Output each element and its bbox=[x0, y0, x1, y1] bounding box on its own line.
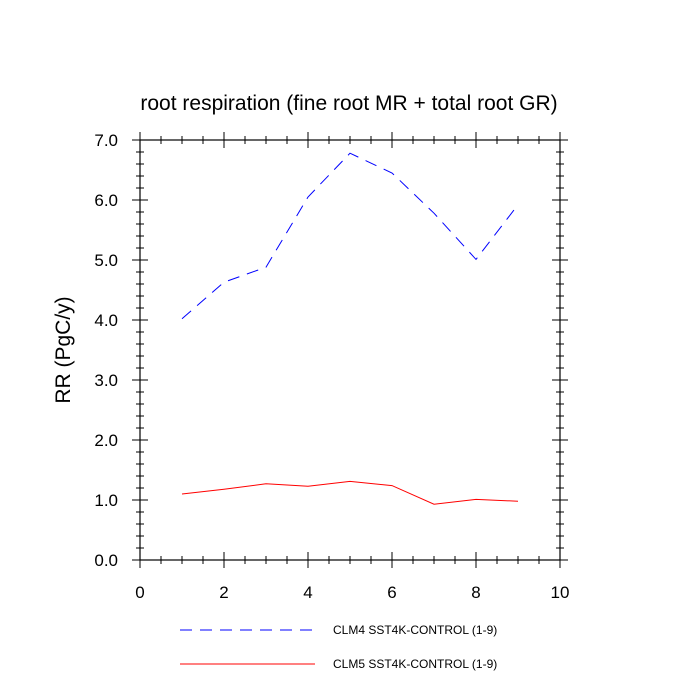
y-tick-label: 4.0 bbox=[94, 311, 118, 330]
y-tick-label: 7.0 bbox=[94, 131, 118, 150]
y-axis-label: RR (PgC/y) bbox=[52, 296, 75, 403]
series-line-1 bbox=[181, 152, 519, 320]
series-line-2 bbox=[181, 480, 519, 505]
x-tick-label: 8 bbox=[471, 583, 480, 602]
minor-ticks bbox=[136, 136, 564, 564]
tick-labels: 0 2 4 6 8 10 0.0 1.0 2.0 3.0 4.0 5.0 6.0 7.0 bbox=[94, 131, 569, 602]
y-tick-label: 5.0 bbox=[94, 251, 118, 270]
legend: CLM4 SST4K-CONTROL (1-9) CLM5 SST4K-CONTR… bbox=[180, 623, 497, 671]
legend-label-1: CLM4 SST4K-CONTROL (1-9) bbox=[333, 623, 497, 637]
y-tick-label: 3.0 bbox=[94, 371, 118, 390]
x-tick-label: 4 bbox=[303, 583, 312, 602]
legend-label-2: CLM5 SST4K-CONTROL (1-9) bbox=[333, 657, 497, 671]
plot-frame bbox=[139, 139, 561, 561]
y-tick-label: 1.0 bbox=[94, 491, 118, 510]
chart-title: root respiration (fine root MR + total r… bbox=[140, 92, 557, 115]
major-ticks bbox=[132, 132, 568, 568]
x-tick-label: 6 bbox=[387, 583, 396, 602]
x-tick-label: 0 bbox=[135, 583, 144, 602]
y-tick-label: 0.0 bbox=[94, 551, 118, 570]
x-tick-label: 2 bbox=[219, 583, 228, 602]
x-tick-label: 10 bbox=[551, 583, 570, 602]
y-tick-label: 6.0 bbox=[94, 191, 118, 210]
y-tick-label: 2.0 bbox=[94, 431, 118, 450]
series-layer bbox=[181, 152, 519, 505]
